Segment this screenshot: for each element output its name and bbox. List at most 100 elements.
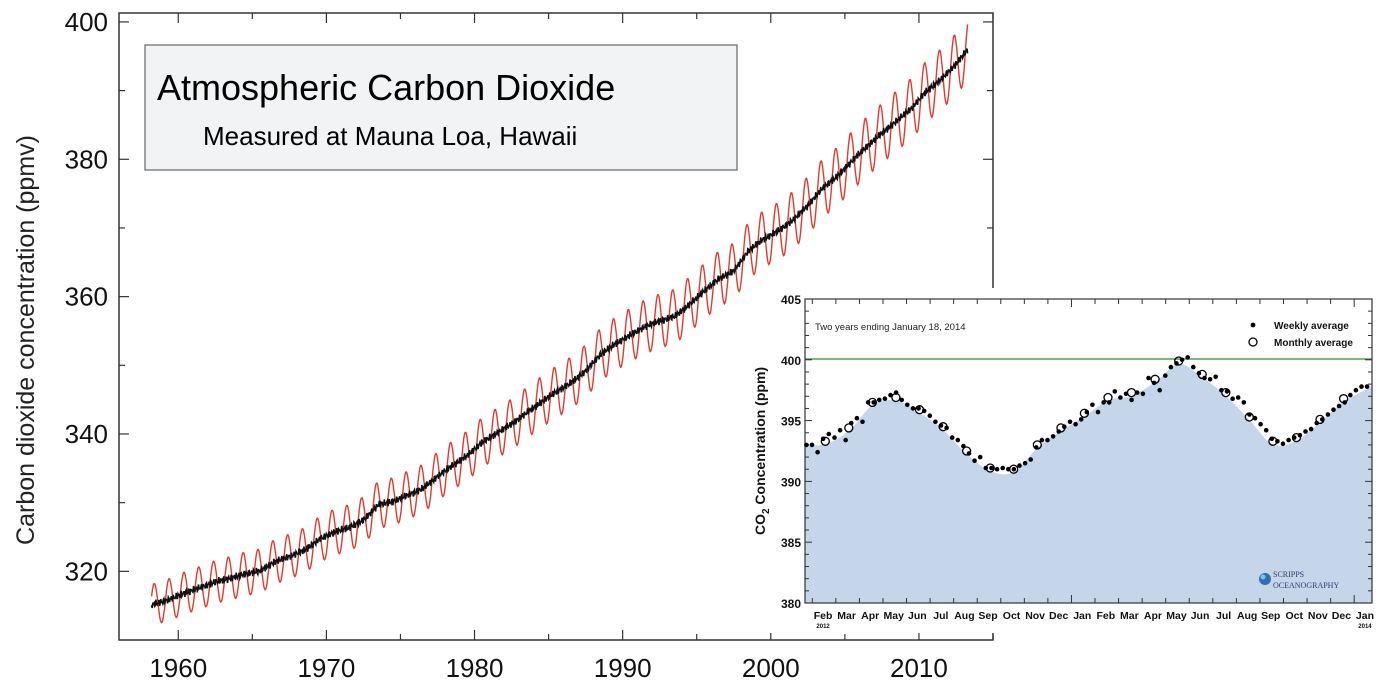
weekly-point: [1241, 400, 1247, 405]
y-tick-label: 340: [65, 419, 108, 449]
weekly-point: [949, 435, 955, 440]
weekly-point: [1348, 392, 1353, 398]
monthly-point: [1103, 392, 1113, 403]
weekly-point: [1090, 402, 1095, 408]
weekly-point: [1017, 463, 1022, 468]
x-tick-label: 1970: [297, 653, 355, 683]
weekly-point: [1263, 428, 1269, 433]
y-tick-label: 360: [65, 282, 108, 312]
weekly-point: [804, 442, 809, 448]
weekly-point: [1331, 407, 1336, 413]
inset-y-axis-label: CO2 Concentration (ppm): [752, 367, 772, 535]
weekly-point: [1224, 389, 1230, 394]
weekly-point: [837, 428, 843, 433]
logo-line1: SCRIPPS: [1273, 570, 1304, 579]
weekly-point: [1364, 384, 1370, 389]
weekly-point: [1280, 441, 1286, 447]
inset-month-label: Dec: [1049, 610, 1068, 622]
inset-month-label: Apr: [861, 610, 879, 622]
main-tick-labels: 320 340 360 380 400 1960 1970 1980 1990 2000 2010: [65, 7, 948, 683]
weekly-point: [1353, 387, 1359, 393]
inset-y-tick-label: 380: [781, 597, 801, 611]
inset-y-tick-label: 405: [781, 293, 801, 307]
inset-month-label: Aug: [954, 610, 974, 622]
weekly-point: [1286, 437, 1291, 443]
inset-plot-frame: [804, 298, 1373, 604]
weekly-point: [1028, 457, 1033, 462]
legend-monthly-label: Monthly average: [1274, 338, 1353, 349]
weekly-point: [882, 396, 888, 402]
monthly-average-points: [820, 356, 1349, 474]
monthly-point: [961, 446, 972, 456]
weekly-point: [860, 419, 865, 425]
weekly-point: [1140, 391, 1146, 397]
y-axis-label: Carbon dioxide concentration (ppmv): [12, 135, 40, 545]
weekly-point: [1207, 377, 1213, 382]
weekly-point: [1022, 460, 1028, 466]
monthly-point: [1009, 464, 1019, 474]
weekly-point: [1314, 420, 1319, 426]
inset-y-tick-label: 390: [781, 475, 801, 489]
inset-month-label: Mar: [1120, 610, 1139, 622]
inset-month-label: Aug: [1237, 610, 1257, 622]
monthly-point: [1056, 423, 1066, 433]
weekly-point: [1336, 403, 1342, 409]
monthly-point: [1315, 414, 1325, 425]
weekly-point: [1050, 434, 1056, 439]
weekly-point: [877, 397, 882, 403]
legend-monthly-marker: [1248, 337, 1258, 347]
inset-month-label: Jan: [1073, 610, 1091, 622]
inset-month-label: Dec: [1332, 610, 1351, 622]
weekly-point: [1157, 387, 1162, 393]
inset-ticks: [805, 298, 1372, 604]
x-tick-label: 1990: [594, 653, 652, 683]
weekly-point: [1191, 364, 1196, 370]
inset-year-label: 2014: [1358, 624, 1372, 630]
weekly-point: [1078, 417, 1084, 422]
inset-month-label: May: [884, 610, 905, 622]
monthly-point: [1079, 408, 1090, 418]
weekly-point: [972, 458, 977, 464]
monthly-point: [914, 405, 925, 415]
inset-month-label: Apr: [1144, 610, 1162, 622]
inset-month-label: Oct: [1286, 610, 1304, 622]
inset-y-tick-label: 395: [781, 415, 801, 429]
y-tick-label: 400: [65, 7, 108, 37]
inset-month-label: Mar: [837, 610, 856, 622]
ylabel-subscript: 2: [761, 508, 772, 514]
monthly-point: [1244, 412, 1254, 422]
inset-month-label: Sep: [978, 610, 997, 622]
weekly-point: [1185, 355, 1190, 360]
weekly-point: [989, 465, 994, 471]
inset-month-label: Jul: [1216, 610, 1231, 622]
weekly-point: [1163, 373, 1168, 378]
weekly-point: [1359, 384, 1364, 389]
inset-month-label: Jun: [1191, 610, 1210, 622]
weekly-point: [1045, 437, 1050, 443]
inset-y-tick-label: 400: [781, 354, 801, 368]
inset-month-label: Jul: [933, 610, 948, 622]
weekly-point: [1101, 400, 1106, 405]
logo-line2: OCEANOGRAPHY: [1273, 581, 1339, 590]
weekly-point: [899, 397, 904, 403]
x-tick-label: 2010: [890, 653, 948, 683]
weekly-point: [916, 406, 921, 411]
weekly-point: [1213, 374, 1218, 380]
weekly-point: [1118, 395, 1123, 400]
legend-weekly-marker: [1250, 322, 1256, 328]
monthly-point: [1338, 394, 1349, 404]
weekly-point: [832, 435, 837, 440]
inset-month-label: May: [1166, 610, 1187, 622]
weekly-point: [933, 419, 938, 425]
inset-month-label: Jun: [908, 610, 927, 622]
monthly-point: [1126, 387, 1137, 398]
inset-annotation: Two years ending January 18, 2014: [815, 322, 966, 333]
inset-month-label: Sep: [1261, 610, 1280, 622]
weekly-point: [1308, 426, 1314, 432]
chart-title: Atmospheric Carbon Dioxide: [157, 67, 615, 108]
inset-month-label: Feb: [1096, 610, 1115, 622]
weekly-point: [910, 406, 916, 411]
